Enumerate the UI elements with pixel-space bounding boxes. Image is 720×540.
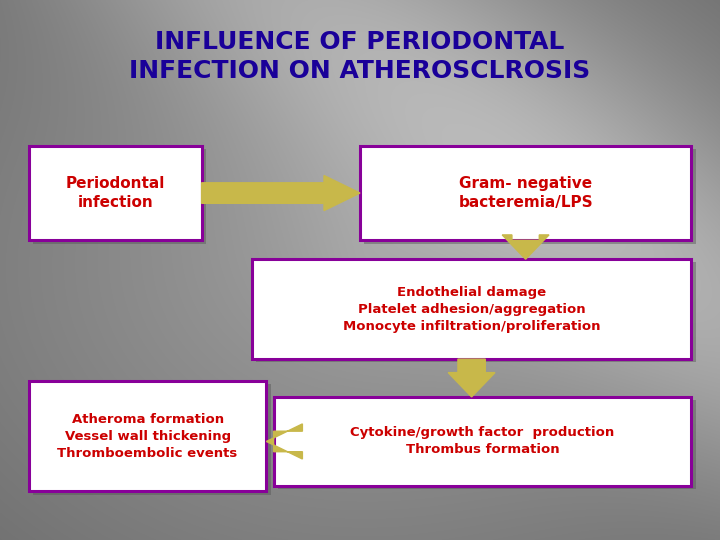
FancyBboxPatch shape: [278, 400, 696, 489]
Text: Periodontal
infection: Periodontal infection: [66, 176, 165, 211]
Text: Cytokine/growth factor  production
Thrombus formation: Cytokine/growth factor production Thromb…: [350, 427, 615, 456]
FancyArrow shape: [266, 424, 302, 459]
Text: Endothelial damage
Platelet adhesion/aggregation
Monocyte infiltration/prolifera: Endothelial damage Platelet adhesion/agg…: [343, 286, 600, 333]
FancyBboxPatch shape: [252, 259, 691, 359]
FancyBboxPatch shape: [33, 149, 206, 244]
Text: Atheroma formation
Vessel wall thickening
Thromboembolic events: Atheroma formation Vessel wall thickenin…: [58, 413, 238, 460]
FancyArrow shape: [202, 176, 360, 211]
Text: INFLUENCE OF PERIODONTAL
INFECTION ON ATHEROSCLROSIS: INFLUENCE OF PERIODONTAL INFECTION ON AT…: [130, 30, 590, 83]
FancyBboxPatch shape: [29, 381, 266, 491]
FancyBboxPatch shape: [274, 397, 691, 486]
FancyBboxPatch shape: [364, 149, 696, 244]
FancyArrow shape: [448, 359, 495, 397]
Text: Gram- negative
bacteremia/LPS: Gram- negative bacteremia/LPS: [459, 176, 593, 211]
FancyBboxPatch shape: [256, 262, 696, 362]
FancyArrow shape: [503, 235, 549, 259]
FancyBboxPatch shape: [29, 146, 202, 240]
FancyBboxPatch shape: [360, 146, 691, 240]
FancyBboxPatch shape: [33, 384, 271, 495]
